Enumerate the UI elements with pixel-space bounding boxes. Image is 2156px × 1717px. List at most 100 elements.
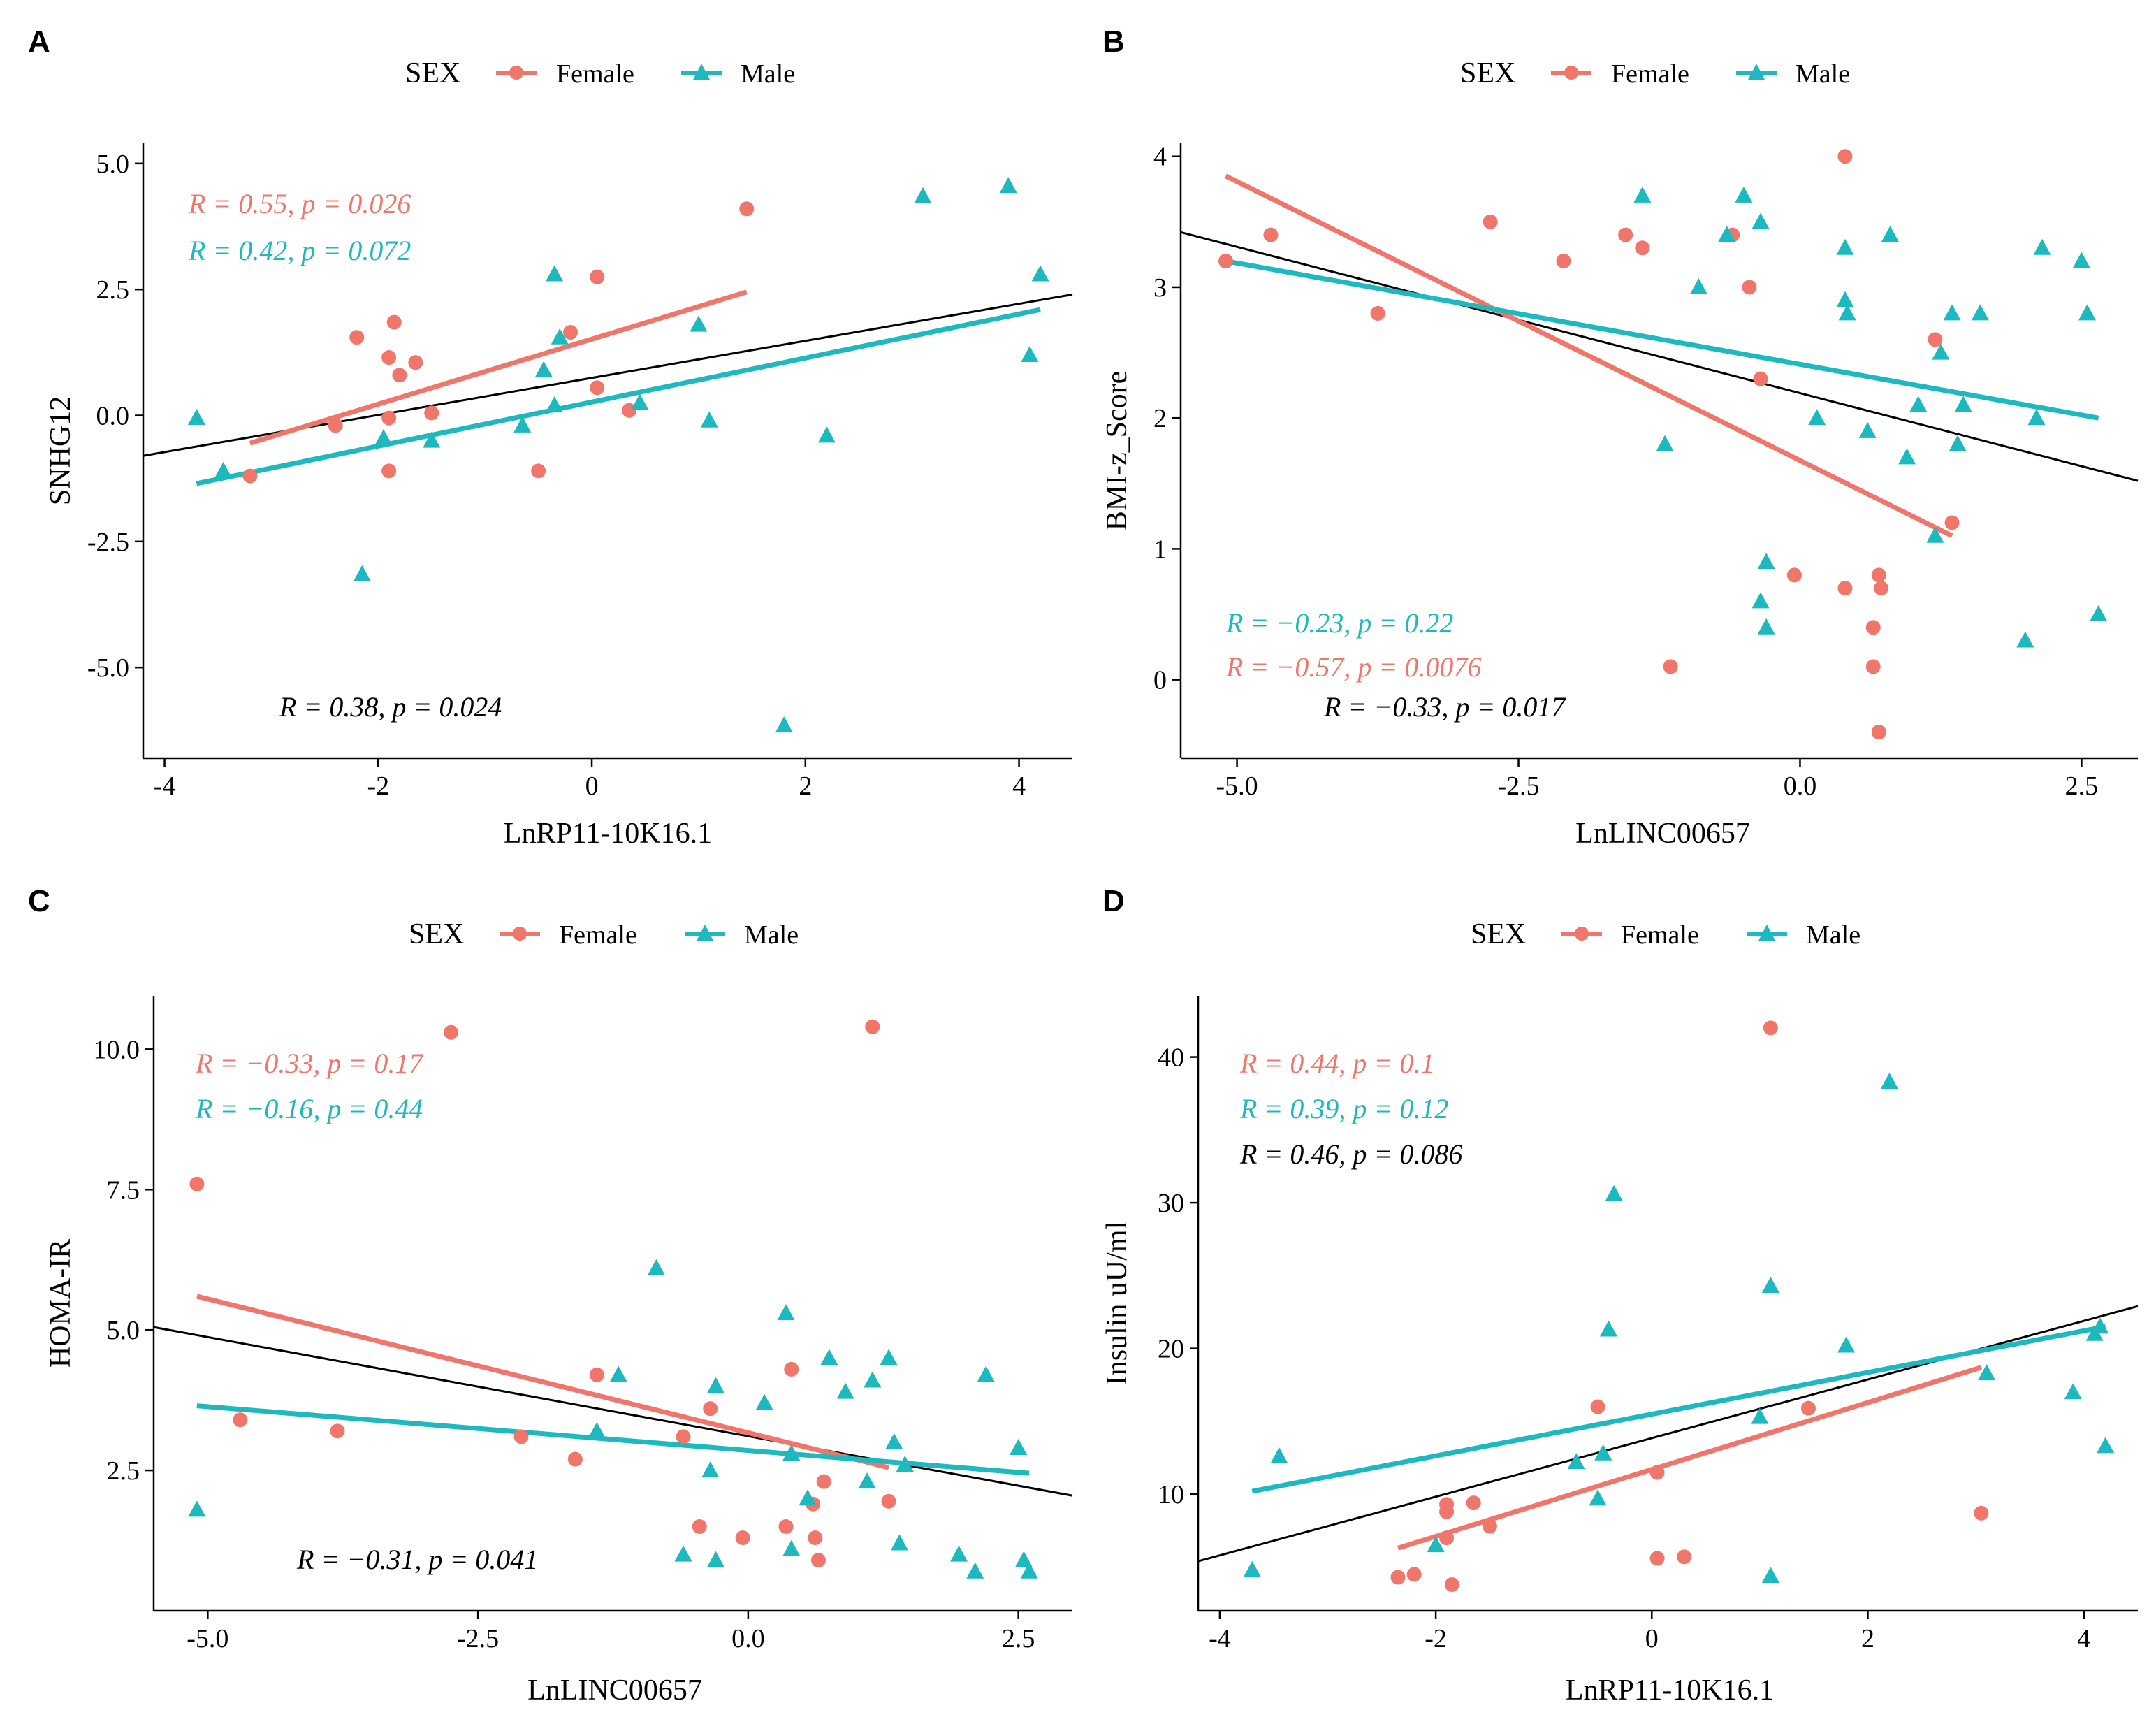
data-point-male xyxy=(1880,1073,1898,1089)
data-point-female xyxy=(1865,620,1881,635)
data-point-male xyxy=(1751,212,1770,229)
data-point-male xyxy=(1594,1444,1612,1461)
data-point-male xyxy=(817,426,836,443)
panel-c: C SEX Female Male -5.0 -2.5 0.0 2.5 2.5 5.0 7.… xyxy=(28,884,1073,1707)
legend-female-label: Female xyxy=(556,59,634,89)
data-point-female xyxy=(1218,254,1233,269)
y-tick-label: 10 xyxy=(1158,1480,1184,1509)
data-point-male xyxy=(423,431,441,448)
data-point-male xyxy=(1031,265,1049,282)
legend-female-label: Female xyxy=(1611,59,1689,89)
panel-d-stat-female: R = 0.44, p = 0.1 xyxy=(1239,1048,1434,1079)
fit-line-overall xyxy=(1180,231,2139,482)
y-tick-label: 20 xyxy=(1158,1335,1184,1364)
data-point-female xyxy=(1556,254,1571,269)
y-tick-label: 5.0 xyxy=(96,150,130,179)
data-point-male xyxy=(2090,605,2108,622)
y-tick-label: 5.0 xyxy=(107,1316,140,1345)
x-tick-label: -2 xyxy=(1425,1624,1447,1653)
x-tick-label: 2.5 xyxy=(1002,1624,1035,1653)
data-point-female xyxy=(1635,240,1650,256)
x-tick-label: 2.5 xyxy=(2065,771,2099,801)
panel-c-axes: -5.0 -2.5 0.0 2.5 2.5 5.0 7.5 10.0 xyxy=(94,996,1072,1653)
data-point-male xyxy=(1761,1276,1779,1293)
data-point-male xyxy=(775,716,793,733)
data-point-male xyxy=(706,1377,724,1393)
data-point-female xyxy=(1974,1505,1989,1521)
data-point-male xyxy=(782,1539,801,1556)
data-point-female xyxy=(1466,1495,1481,1511)
panel-a-legend: SEX Female Male xyxy=(405,57,795,89)
data-point-male xyxy=(701,1461,720,1478)
data-point-female xyxy=(392,368,407,383)
data-point-male xyxy=(700,411,718,428)
y-tick-label: 1 xyxy=(1153,535,1167,564)
x-tick-label: 0 xyxy=(585,771,599,801)
data-point-male xyxy=(609,1365,627,1382)
data-point-female xyxy=(1263,227,1279,242)
data-point-female xyxy=(1865,659,1881,674)
data-point-female xyxy=(1439,1504,1455,1519)
data-point-male xyxy=(1689,277,1707,294)
data-point-female xyxy=(1444,1577,1459,1592)
data-point-female xyxy=(1482,1519,1497,1534)
data-point-female xyxy=(1763,1020,1778,1036)
panel-a-marks xyxy=(143,177,1073,733)
data-point-female xyxy=(189,1176,205,1191)
data-point-female xyxy=(567,1451,583,1467)
data-point-female xyxy=(381,410,397,426)
data-point-female xyxy=(1663,659,1678,674)
x-tick-label: -2.5 xyxy=(457,1624,499,1653)
data-point-female xyxy=(531,463,546,479)
data-point-male xyxy=(2016,631,2034,648)
panel-a-letter: A xyxy=(28,24,50,59)
data-point-female xyxy=(1837,149,1853,164)
x-tick-label: -2.5 xyxy=(1497,771,1539,801)
x-tick-label: -4 xyxy=(1209,1624,1231,1653)
data-point-female xyxy=(513,1429,529,1444)
data-point-male xyxy=(880,1349,898,1365)
data-point-female xyxy=(328,418,343,433)
x-tick-label: 4 xyxy=(1012,771,1026,801)
data-point-female xyxy=(865,1019,880,1034)
data-point-male xyxy=(551,328,569,345)
data-point-female xyxy=(1406,1567,1422,1582)
panel-b-legend: SEX Female Male xyxy=(1460,57,1850,89)
data-point-female xyxy=(808,1530,823,1546)
data-point-male xyxy=(1270,1447,1288,1463)
x-tick-label: -2 xyxy=(367,771,389,801)
data-point-male xyxy=(1567,1453,1585,1470)
x-tick-label: 0 xyxy=(1645,1624,1659,1653)
legend-title: SEX xyxy=(405,57,460,89)
y-tick-label: 30 xyxy=(1158,1189,1184,1218)
data-point-male xyxy=(2027,409,2046,426)
panel-a-stat-male: R = 0.42, p = 0.072 xyxy=(188,235,411,266)
data-point-male xyxy=(1838,304,1856,321)
x-tick-label: 2 xyxy=(799,771,812,801)
panel-b-stat-male: R = −0.23, p = 0.22 xyxy=(1225,607,1453,639)
data-point-male xyxy=(1837,1336,1856,1353)
data-point-male xyxy=(1978,1364,1996,1381)
data-point-male xyxy=(1589,1489,1607,1506)
data-point-male xyxy=(1757,618,1775,635)
panel-c-marks xyxy=(153,1019,1073,1579)
data-point-male xyxy=(1243,1560,1261,1577)
legend-title: SEX xyxy=(1460,57,1515,89)
data-point-male xyxy=(1751,592,1770,609)
data-point-male xyxy=(690,315,708,332)
legend-female-label: Female xyxy=(559,920,637,950)
data-point-male xyxy=(2091,1317,2109,1334)
panel-d-plot-area: -4 -2 0 2 4 10 20 30 40 xyxy=(1158,996,2139,1653)
data-point-female xyxy=(881,1493,896,1509)
y-tick-label: -2.5 xyxy=(87,528,129,557)
data-point-male xyxy=(782,1444,801,1461)
data-point-male xyxy=(836,1382,854,1399)
data-point-female xyxy=(1590,1399,1605,1414)
data-point-male xyxy=(966,1562,984,1579)
data-point-female xyxy=(1742,280,1757,295)
panel-b-axes: -5.0 -2.5 0.0 2.5 0 1 2 3 4 xyxy=(1153,143,2138,801)
data-point-male xyxy=(999,177,1017,194)
fit-line-male xyxy=(196,307,1041,486)
legend-female-marker xyxy=(509,66,523,80)
data-point-female xyxy=(562,324,578,340)
